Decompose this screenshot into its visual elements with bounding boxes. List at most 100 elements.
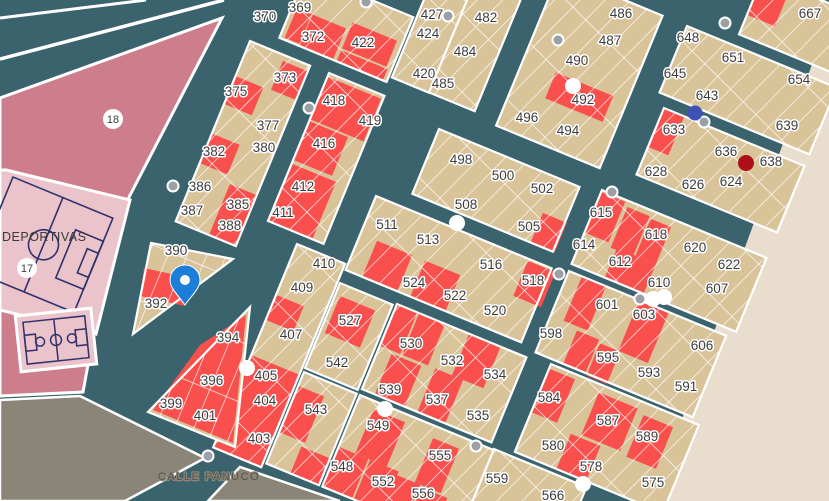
white-node-marker[interactable] (239, 360, 255, 376)
parcel-label-636[interactable]: 636 (713, 143, 739, 161)
city-block[interactable] (570, 188, 769, 334)
gray-node-marker[interactable] (699, 117, 709, 127)
parcel-label-654[interactable]: 654 (786, 71, 812, 89)
parcel-label-651[interactable]: 651 (720, 49, 746, 67)
parcel-label-485[interactable]: 485 (430, 75, 456, 93)
parcel-label-420[interactable]: 420 (411, 65, 437, 83)
parcel-label-382[interactable]: 382 (201, 143, 227, 161)
city-block[interactable] (513, 362, 701, 501)
white-node-marker[interactable] (449, 215, 465, 231)
parcel-label-411[interactable]: 411 (271, 204, 296, 222)
parcel-label-403[interactable]: 403 (246, 430, 272, 448)
parcel-label-377[interactable]: 377 (255, 117, 281, 135)
parcel-label-399[interactable]: 399 (158, 395, 184, 413)
parcel-label-380[interactable]: 380 (251, 139, 277, 157)
parcel-label-591[interactable]: 591 (673, 378, 699, 396)
city-block[interactable] (467, 447, 588, 501)
parcel-label-628[interactable]: 628 (643, 163, 669, 181)
gray-node-marker[interactable] (554, 269, 564, 279)
parcel-label-639[interactable]: 639 (774, 117, 800, 135)
parcel-label-372[interactable]: 372 (300, 28, 326, 46)
parcel-label-422[interactable]: 422 (350, 34, 376, 52)
parcel-label-556[interactable]: 556 (410, 485, 436, 501)
parcel-label-645[interactable]: 645 (662, 65, 688, 83)
city-block[interactable] (635, 106, 806, 234)
parcel-label-601[interactable]: 601 (594, 296, 620, 314)
city-block[interactable] (658, 24, 829, 156)
parcel-label-578[interactable]: 578 (578, 458, 604, 476)
parcel-label-518[interactable]: 518 (520, 272, 546, 290)
city-block[interactable] (266, 71, 386, 246)
parcel-label-394[interactable]: 394 (215, 329, 241, 347)
parcel-label-502[interactable]: 502 (529, 180, 555, 198)
parcel-label-419[interactable]: 419 (357, 112, 383, 130)
parcel-label-530[interactable]: 530 (398, 335, 424, 353)
parcel-label-535[interactable]: 535 (465, 407, 491, 425)
parcel-label-552[interactable]: 552 (370, 473, 396, 491)
parcel-label-527[interactable]: 527 (337, 312, 363, 330)
parcel-label-427[interactable]: 427 (419, 6, 445, 24)
parcel-label-516[interactable]: 516 (478, 256, 504, 274)
parcel-label-532[interactable]: 532 (439, 352, 465, 370)
parcel-label-401[interactable]: 401 (192, 407, 218, 425)
parcel-label-494[interactable]: 494 (555, 122, 581, 140)
city-block[interactable] (320, 393, 496, 501)
parcel-label-496[interactable]: 496 (514, 109, 540, 127)
parcel-label-549[interactable]: 549 (365, 417, 391, 435)
parcel-label-603[interactable]: 603 (631, 306, 657, 324)
parcel-label-396[interactable]: 396 (199, 372, 225, 390)
parcel-label-587[interactable]: 587 (595, 412, 621, 430)
white-node-marker[interactable] (565, 78, 581, 94)
parcel-label-484[interactable]: 484 (452, 43, 478, 61)
city-block[interactable] (303, 281, 395, 392)
city-block[interactable] (410, 127, 581, 254)
red-point-marker[interactable] (738, 155, 754, 171)
parcel-label-412[interactable]: 412 (290, 178, 316, 196)
gray-node-marker[interactable] (553, 35, 563, 45)
parcel-label-520[interactable]: 520 (482, 302, 508, 320)
parcel-label-667[interactable]: 667 (797, 5, 823, 23)
gray-node-marker[interactable] (304, 103, 314, 113)
parcel-label-539[interactable]: 539 (377, 381, 403, 399)
gray-node-marker[interactable] (203, 451, 213, 461)
city-block[interactable] (737, 0, 829, 78)
parcel-label-486[interactable]: 486 (608, 5, 634, 23)
parcel-label-505[interactable]: 505 (516, 218, 542, 236)
parcel-label-416[interactable]: 416 (311, 135, 337, 153)
parcel-label-487[interactable]: 487 (597, 32, 623, 50)
parcel-label-407[interactable]: 407 (278, 326, 304, 344)
parcel-label-643[interactable]: 643 (694, 87, 720, 105)
parcel-label-369[interactable]: 369 (287, 0, 313, 17)
parcel-label-522[interactable]: 522 (442, 287, 468, 305)
city-block-triangle[interactable] (146, 303, 252, 449)
parcel-label-598[interactable]: 598 (538, 325, 564, 343)
parcel-label-548[interactable]: 548 (329, 458, 355, 476)
parcel-label-614[interactable]: 614 (571, 236, 597, 254)
parcel-label-622[interactable]: 622 (716, 256, 742, 274)
parcel-label-620[interactable]: 620 (682, 239, 708, 257)
olive-zone[interactable] (0, 394, 208, 501)
gray-node-marker[interactable] (168, 181, 178, 191)
parcel-label-633[interactable]: 633 (661, 121, 687, 139)
white-node-marker[interactable] (575, 476, 591, 492)
parcel-label-492[interactable]: 492 (570, 91, 596, 109)
city-block[interactable] (174, 39, 312, 248)
parcel-label-555[interactable]: 555 (427, 447, 453, 465)
gray-node-marker[interactable] (635, 294, 645, 304)
parcel-label-508[interactable]: 508 (453, 196, 479, 214)
parcel-label-373[interactable]: 373 (272, 69, 298, 87)
white-node-marker[interactable] (656, 289, 672, 305)
parcel-label-584[interactable]: 584 (536, 389, 562, 407)
parcel-label-524[interactable]: 524 (401, 274, 427, 292)
city-block[interactable] (494, 0, 664, 170)
city-block[interactable] (360, 302, 528, 444)
gray-node-marker[interactable] (471, 441, 481, 451)
parcel-label-606[interactable]: 606 (689, 337, 715, 355)
parcel-label-626[interactable]: 626 (680, 176, 706, 194)
parcel-label-490[interactable]: 490 (564, 52, 590, 70)
parcel-label-424[interactable]: 424 (415, 25, 441, 43)
olive-zone[interactable] (206, 465, 341, 501)
parcel-label-559[interactable]: 559 (484, 470, 510, 488)
